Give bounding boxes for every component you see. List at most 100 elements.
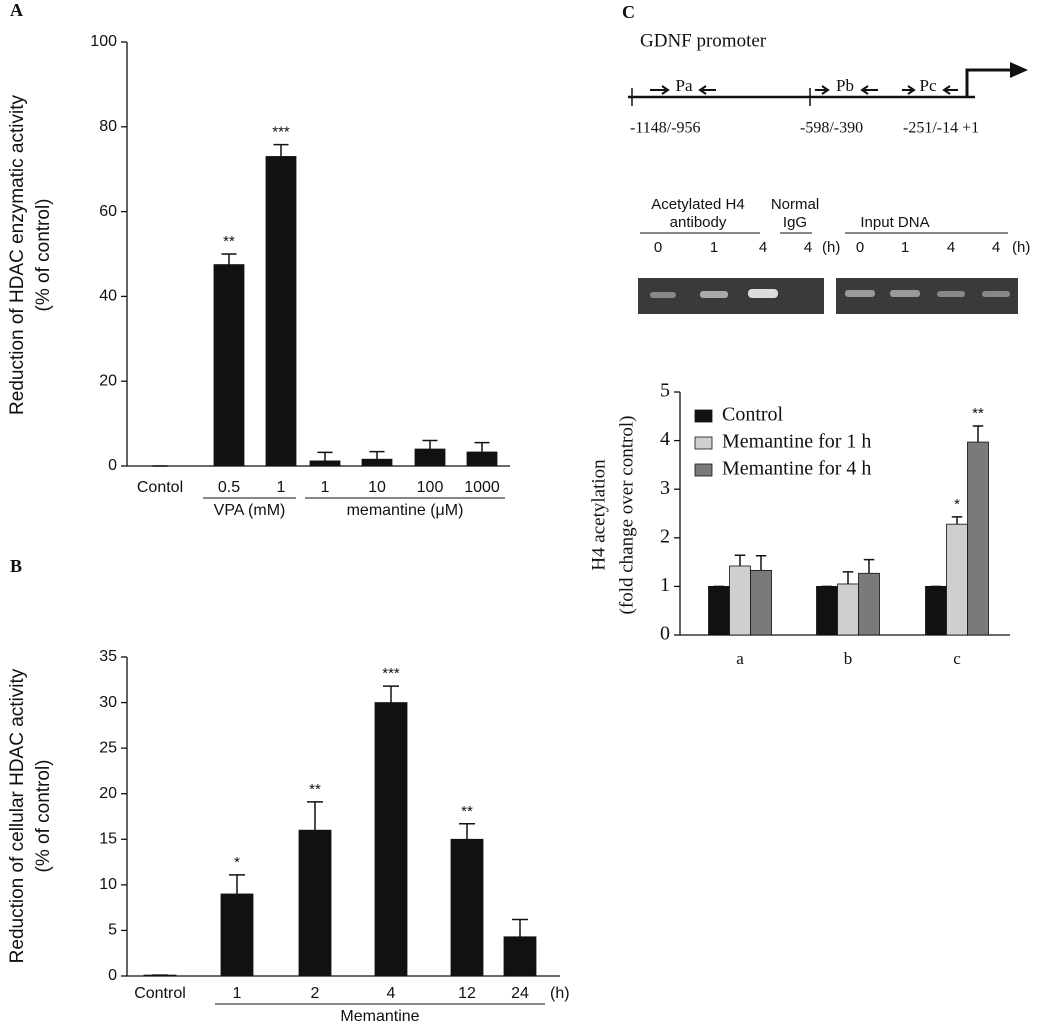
y-tick-label: 5: [660, 380, 670, 402]
gel-header: Normal: [771, 196, 819, 213]
error-bar: [369, 450, 385, 460]
lane-label: 0: [856, 239, 864, 256]
legend-swatch: [694, 463, 713, 477]
error-bar: [734, 554, 746, 566]
x-tick-label: Contol: [137, 479, 183, 496]
primer-label: Pa: [676, 76, 693, 95]
bar: [925, 586, 947, 636]
position-label: -598/-390: [800, 120, 863, 137]
group-label: Memantine: [340, 1008, 419, 1025]
error-bar: [863, 558, 875, 574]
bar: [220, 893, 254, 977]
panel-label: B: [10, 556, 22, 576]
gel-band: [650, 292, 676, 298]
lane-label: 4: [804, 239, 812, 256]
x-tick-label: 24: [511, 985, 529, 1002]
error-bar: [951, 516, 963, 525]
lane-label: 4: [947, 239, 955, 256]
bar: [750, 569, 772, 636]
y-axis-label: H4 acetylation: [588, 459, 609, 571]
bar: [298, 829, 332, 977]
y-tick-label: 35: [99, 648, 117, 665]
error-bar: [383, 685, 399, 703]
x-unit: (h): [550, 985, 570, 1002]
y-axis-label: (fold change over control): [616, 416, 637, 615]
panel-label: A: [10, 0, 23, 20]
y-tick-label: 3: [660, 477, 670, 499]
error-bar: [221, 253, 237, 265]
gel-header: Input DNA: [860, 214, 929, 231]
gel-band: [890, 290, 920, 297]
gel-header: antibody: [670, 214, 727, 231]
bar: [837, 583, 859, 636]
error-bar: [512, 918, 528, 937]
promoter-title: GDNF promoter: [640, 30, 767, 51]
x-tick-label: 10: [368, 479, 386, 496]
position-label: -1148/-956: [630, 120, 701, 137]
position-label: -251/-14 +1: [903, 120, 979, 137]
legend-swatch: [694, 436, 713, 450]
legend-label: Memantine for 4 h: [722, 458, 871, 480]
error-bar: [422, 439, 438, 450]
chart: C 0 1 2 3 4 5 H4 acetylation (fold change over c…: [588, 2, 1010, 668]
promoter-diagram: GDNF promoter Pa Pb Pc -1148/-956 -598/-…: [628, 30, 1028, 137]
y-axis-label: (% of control): [33, 760, 54, 873]
x-tick-label: 0.5: [218, 479, 240, 496]
gel: Acetylated H4 antibody Normal IgG Input …: [638, 196, 1018, 314]
x-tick-label: 1: [233, 985, 242, 1002]
error-bar: [474, 441, 490, 453]
y-tick-label: 0: [660, 623, 670, 645]
error-bar: [307, 801, 323, 831]
x-tick-label: 1: [277, 479, 286, 496]
x-tick-label: c: [953, 649, 961, 668]
lane-label: 4: [992, 239, 1000, 256]
gel-band: [748, 289, 778, 298]
bar: [414, 448, 446, 467]
gel-band: [937, 291, 965, 297]
y-tick-label: 20: [99, 785, 117, 802]
gel-band: [700, 291, 728, 298]
significance-label: ***: [272, 124, 290, 141]
y-tick-label: 1: [660, 574, 670, 596]
bar: [967, 441, 989, 636]
lane-unit: (h): [822, 239, 840, 256]
bar: [816, 586, 838, 636]
y-axis-label: Reduction of cellular HDAC activity: [7, 668, 28, 963]
bar: [503, 936, 537, 977]
bar: [946, 523, 968, 636]
lane-label: 0: [654, 239, 662, 256]
x-tick-label: a: [736, 649, 744, 668]
legend-label: Control: [722, 404, 784, 426]
x-tick-label: 12: [458, 985, 476, 1002]
primer-label: Pb: [836, 76, 854, 95]
y-tick-label: 10: [99, 876, 117, 893]
bar: [708, 586, 730, 636]
y-tick-label: 2: [660, 525, 670, 547]
y-axis-label: Reduction of HDAC enzymatic activity: [7, 95, 28, 415]
x-tick-label: 1: [321, 479, 330, 496]
gel-header: Acetylated H4: [651, 196, 744, 213]
error-bar: [459, 823, 475, 840]
bar: [466, 451, 498, 467]
group-label: memantine (μM): [347, 502, 464, 519]
y-tick-label: 60: [99, 203, 117, 220]
bar: [213, 264, 245, 467]
chart: A 0 20 40 60 80 100 Reduction of HDAC enzymatic…: [7, 0, 510, 519]
y-tick-label: 30: [99, 694, 117, 711]
bar: [361, 458, 393, 467]
panel-label: C: [622, 2, 635, 22]
chart: B 0 5 10 15 20 25 30 35 Reduction of cellular HDA…: [7, 556, 570, 1025]
y-tick-label: 5: [108, 922, 117, 939]
significance-label: **: [972, 405, 984, 422]
lane-label: 1: [710, 239, 718, 256]
bar: [265, 156, 297, 467]
x-tick-label: Control: [134, 985, 186, 1002]
primer-label: Pc: [920, 76, 937, 95]
gel-band: [845, 290, 875, 297]
bar: [374, 702, 408, 977]
x-tick-label: 4: [387, 985, 396, 1002]
error-bar: [273, 143, 289, 157]
bar: [729, 565, 751, 636]
